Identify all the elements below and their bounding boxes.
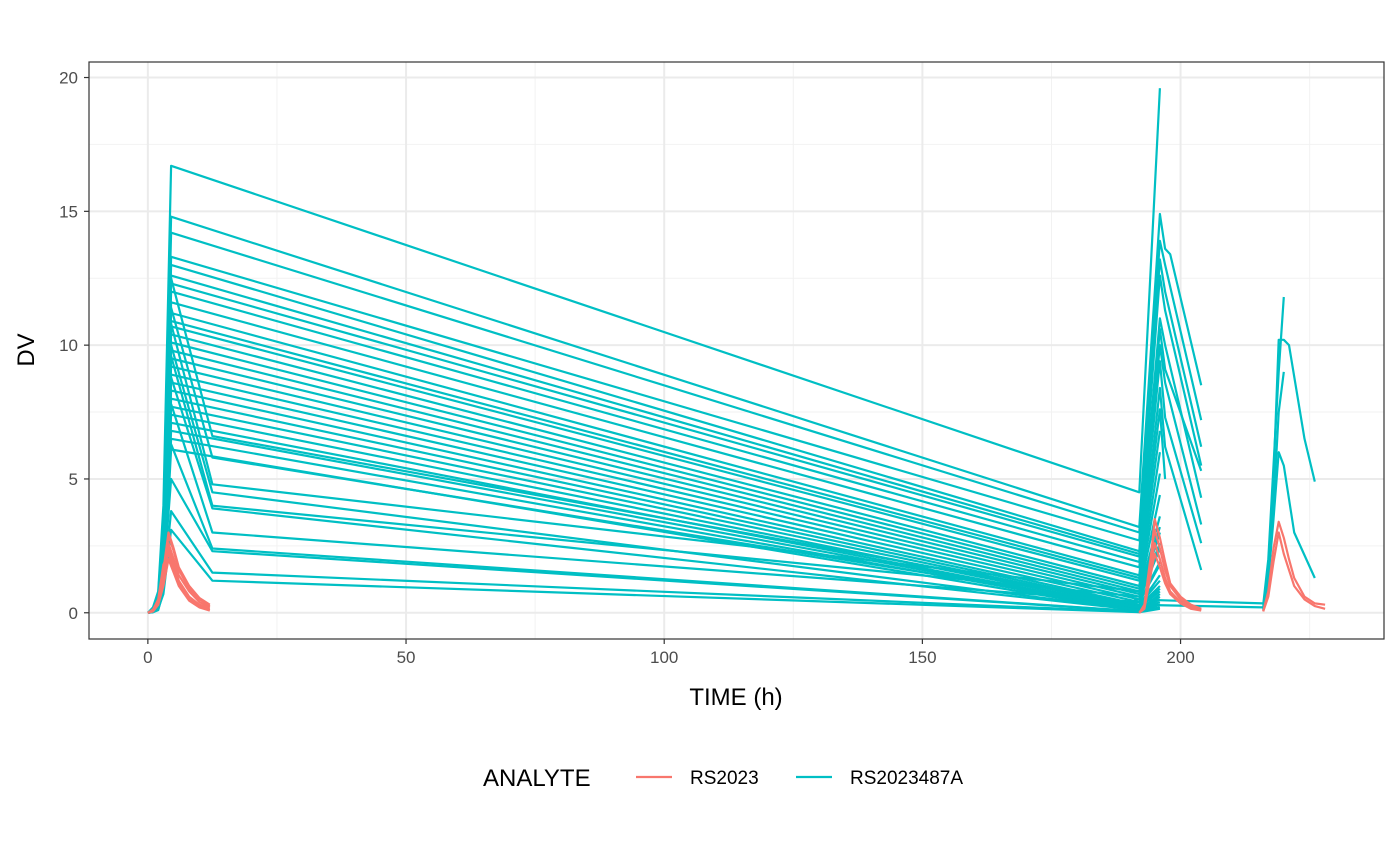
y-tick-label: 10 <box>59 336 78 355</box>
series-line <box>1262 451 1316 611</box>
series-line <box>1262 520 1326 612</box>
y-tick-label: 0 <box>69 604 78 623</box>
y-axis-title: DV <box>13 333 40 366</box>
legend-title: ANALYTE <box>483 765 591 792</box>
x-axis: 0 50 100 150 200 <box>143 639 1195 667</box>
series-line <box>1134 603 1264 609</box>
x-tick-label: 0 <box>143 648 152 667</box>
legend: ANALYTE RS2023 RS2023487A <box>483 765 963 792</box>
series-line <box>1262 531 1326 612</box>
series-line <box>1134 598 1264 605</box>
y-tick-label: 5 <box>69 470 78 489</box>
y-tick-label: 20 <box>59 69 78 88</box>
x-axis-title: TIME (h) <box>689 684 782 711</box>
plot-border <box>88 61 1385 640</box>
series-line <box>147 558 211 614</box>
y-axis: 0 5 10 15 20 <box>59 69 89 623</box>
series-rs2023 <box>147 518 1326 614</box>
legend-label-rs2023: RS2023 <box>690 768 759 789</box>
x-tick-label: 150 <box>908 648 936 667</box>
series-line <box>147 531 211 614</box>
legend-label-rs2023487a: RS2023487A <box>850 768 963 789</box>
x-tick-label: 200 <box>1166 648 1194 667</box>
x-tick-label: 100 <box>650 648 678 667</box>
series-layer <box>147 88 1326 614</box>
x-tick-label: 50 <box>397 648 416 667</box>
y-tick-label: 15 <box>59 202 78 221</box>
series-line <box>1138 518 1202 614</box>
